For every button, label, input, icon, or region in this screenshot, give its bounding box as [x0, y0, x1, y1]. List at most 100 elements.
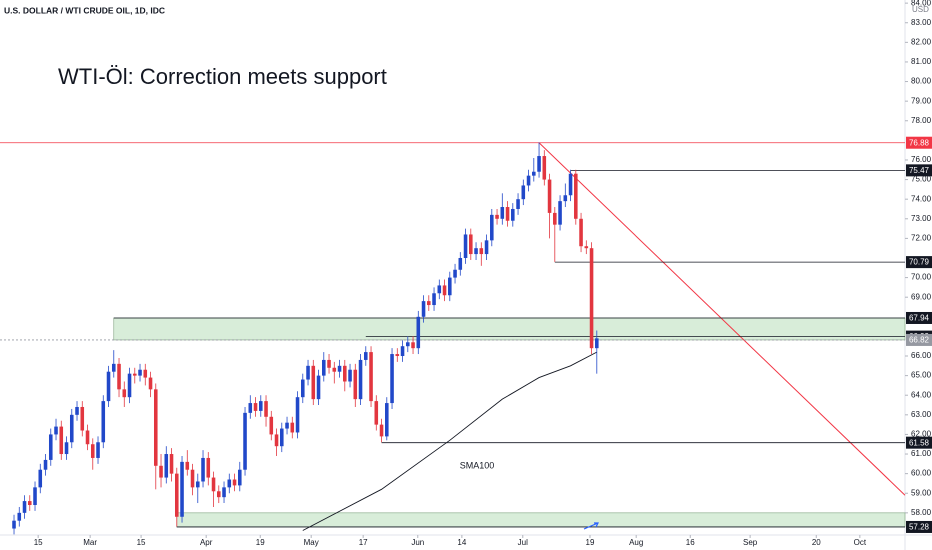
candle-body — [38, 469, 43, 488]
candle-body — [222, 487, 226, 498]
x-tick-label: 20 — [812, 538, 821, 547]
price-label-bg — [906, 136, 932, 149]
y-tick-label: 76.00 — [911, 155, 932, 164]
candle-body — [553, 212, 557, 225]
price-label: 67.94 — [909, 314, 930, 323]
y-tick-label: 58.00 — [911, 508, 932, 517]
x-tick-label: Oct — [854, 538, 867, 547]
candle-body — [269, 416, 274, 435]
candle-body — [505, 207, 510, 221]
y-tick-label: 84.00 — [911, 0, 932, 7]
y-tick-label: 81.00 — [911, 57, 932, 66]
candle-body — [411, 342, 415, 349]
y-tick-label: 78.00 — [911, 116, 932, 125]
y-tick-label: 59.00 — [911, 488, 932, 497]
candle-body — [574, 173, 578, 219]
candle-body — [96, 442, 100, 458]
candle-body — [343, 365, 347, 382]
candle-body — [48, 434, 53, 460]
y-tick-label: 74.00 — [911, 194, 932, 203]
candle-body — [379, 424, 384, 437]
candle-body — [400, 346, 405, 357]
candle-body — [258, 401, 263, 411]
candle-body — [390, 354, 394, 404]
x-tick-label: 15 — [137, 538, 146, 547]
candle-body — [558, 201, 562, 225]
candle-body — [474, 248, 478, 255]
y-tick-label: 63.00 — [911, 410, 932, 419]
trendline — [538, 142, 906, 496]
candle-body — [521, 185, 526, 200]
candle-body — [132, 373, 137, 376]
y-unit: USD — [912, 5, 929, 14]
candle-body — [595, 338, 599, 349]
candle-body — [442, 285, 447, 296]
candle-body — [80, 406, 85, 431]
price-label: 66.82 — [909, 336, 930, 345]
arrow-icon — [583, 522, 599, 530]
candle-body — [106, 371, 111, 402]
candle-body — [316, 375, 321, 400]
x-tick-label: Sep — [743, 538, 758, 547]
candle-body — [22, 501, 27, 513]
price-label: 75.47 — [909, 166, 930, 175]
candle-body — [374, 401, 379, 425]
candle-body — [568, 173, 573, 196]
candle-body — [169, 454, 174, 474]
candle-body — [12, 520, 16, 529]
candle-body — [243, 412, 247, 470]
candle-body — [33, 487, 37, 506]
candle-body — [248, 403, 253, 413]
candle-body — [85, 430, 90, 445]
candle-body — [174, 473, 179, 517]
candle-body — [27, 501, 32, 506]
candle-body — [416, 316, 421, 349]
price-label-bg — [906, 256, 932, 269]
candle-body — [589, 248, 594, 349]
candle-body — [274, 434, 279, 447]
candle-body — [364, 352, 368, 360]
y-tick-label: 73.00 — [911, 214, 932, 223]
candle-body — [54, 426, 58, 435]
candle-body — [143, 369, 148, 378]
candle-body — [511, 208, 515, 221]
candle-body — [337, 365, 342, 372]
candle-body — [579, 218, 583, 247]
candle-body — [322, 359, 326, 376]
price-label: 61.58 — [909, 438, 930, 447]
candle-body — [332, 367, 337, 372]
x-tick-label: 15 — [34, 538, 43, 547]
candle-body — [353, 369, 358, 400]
y-tick-label: 60.00 — [911, 469, 932, 478]
candle-body — [211, 477, 216, 492]
candle-body — [153, 389, 158, 466]
candle-body — [253, 403, 258, 411]
candle-body — [43, 459, 48, 470]
y-tick-label: 83.00 — [911, 18, 932, 27]
x-tick-label: Apr — [200, 538, 213, 547]
y-tick-label: 80.00 — [911, 77, 932, 86]
candle-body — [117, 363, 121, 390]
candle-body — [264, 401, 268, 417]
sma-line — [302, 351, 598, 531]
candle-body — [547, 179, 552, 213]
candle-body — [290, 422, 295, 433]
x-tick-label: Jul — [518, 538, 528, 547]
y-tick-label: 65.00 — [911, 371, 932, 380]
candle-body — [227, 479, 232, 488]
candle-body — [280, 428, 284, 447]
candle-body — [17, 512, 22, 521]
candle-body — [563, 195, 568, 202]
candle-body — [216, 491, 221, 498]
y-tick-label: 66.00 — [911, 351, 932, 360]
candle-body — [148, 377, 153, 390]
candle-body — [306, 365, 310, 380]
candle-body — [122, 389, 127, 398]
candle-body — [453, 269, 457, 278]
x-tick-label: 14 — [457, 538, 466, 547]
x-tick-label: 19 — [586, 538, 595, 547]
candle-body — [159, 465, 163, 478]
candle-body — [69, 414, 74, 443]
candle-body — [395, 354, 400, 357]
candle-body — [232, 479, 237, 486]
